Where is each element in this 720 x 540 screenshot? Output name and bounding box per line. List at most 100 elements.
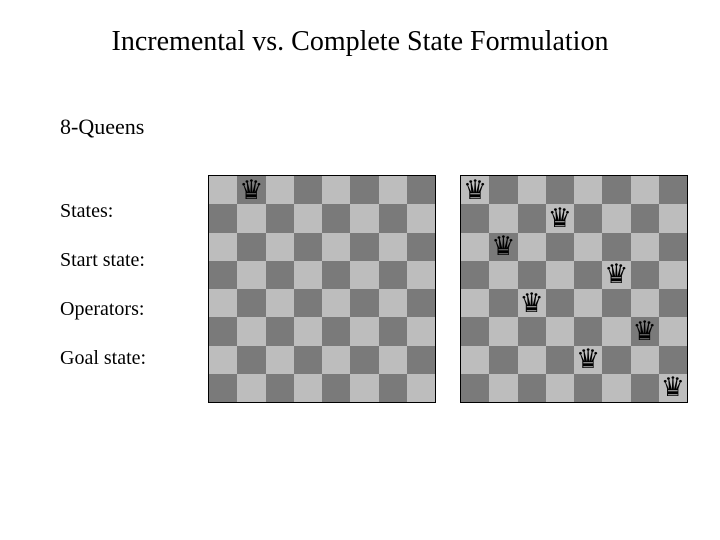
chess-square [602,346,630,374]
chessboard: ♛♛♛♛♛♛♛♛ [460,175,688,403]
chess-square [322,176,350,204]
queen-icon: ♛ [463,177,487,204]
chess-square [518,317,546,345]
slide-label: Goal state: [60,347,146,370]
chess-square [350,374,378,402]
chess-square [237,346,265,374]
chess-square [659,233,687,261]
chess-square [574,289,602,317]
chess-square [518,374,546,402]
chess-square [518,176,546,204]
chess-square [322,261,350,289]
chess-square [489,346,517,374]
chess-square [266,374,294,402]
chess-square [518,233,546,261]
chess-square [461,374,489,402]
chess-square [350,261,378,289]
chess-square [379,233,407,261]
chess-square [461,204,489,232]
chess-square: ♛ [546,204,574,232]
chess-square [266,289,294,317]
page-title: Incremental vs. Complete State Formulati… [0,26,720,58]
chess-square [574,261,602,289]
chess-square [546,374,574,402]
chess-square [407,346,435,374]
chess-square [407,204,435,232]
chess-square [631,204,659,232]
chess-square [294,374,322,402]
chess-square [266,346,294,374]
chess-square [631,261,659,289]
chess-square [602,176,630,204]
chess-square: ♛ [631,317,659,345]
slide-label: 8-Queens [60,114,144,140]
chess-square [379,261,407,289]
chess-square [461,233,489,261]
chess-square [266,204,294,232]
chess-square [379,317,407,345]
chess-square [546,317,574,345]
chess-square [237,289,265,317]
chess-square [631,176,659,204]
queen-icon: ♛ [548,205,572,232]
chess-square [350,346,378,374]
queen-icon: ♛ [604,261,628,288]
chess-square [379,289,407,317]
chess-square [489,176,517,204]
chess-square [209,176,237,204]
chess-square [209,233,237,261]
slide: Incremental vs. Complete State Formulati… [0,0,720,540]
queen-icon: ♛ [491,233,515,260]
chessboard-grid: ♛ [209,176,435,402]
chess-square [322,233,350,261]
chess-square [546,289,574,317]
chess-square [237,317,265,345]
chess-square [631,233,659,261]
chess-square [659,289,687,317]
slide-label: Operators: [60,298,144,321]
chess-square [407,233,435,261]
chess-square [294,176,322,204]
chess-square [407,317,435,345]
chess-square [294,204,322,232]
chess-square [294,317,322,345]
chess-square [602,204,630,232]
chess-square [379,176,407,204]
queen-icon: ♛ [520,290,544,317]
chess-square [574,233,602,261]
chess-square [602,374,630,402]
chess-square [209,289,237,317]
chess-square: ♛ [237,176,265,204]
chess-square [350,204,378,232]
slide-label: Start state: [60,249,145,272]
chess-square [407,176,435,204]
chess-square [379,374,407,402]
chess-square [602,289,630,317]
chess-square [322,317,350,345]
chess-square [631,346,659,374]
chess-square [379,204,407,232]
chess-square [322,289,350,317]
chess-square [489,317,517,345]
queen-icon: ♛ [239,177,263,204]
chess-square [322,204,350,232]
chess-square [322,346,350,374]
chess-square [461,317,489,345]
chess-square [350,176,378,204]
chess-square [602,317,630,345]
chess-square [489,374,517,402]
chess-square: ♛ [602,261,630,289]
chess-square [294,233,322,261]
chess-square [546,261,574,289]
chess-square [350,317,378,345]
chessboard: ♛ [208,175,436,403]
chess-square [659,346,687,374]
chess-square [574,176,602,204]
chess-square [350,233,378,261]
chess-square [379,346,407,374]
chess-square [266,233,294,261]
chess-square [407,289,435,317]
chess-square [546,176,574,204]
queen-icon: ♛ [576,346,600,373]
chess-square [489,289,517,317]
